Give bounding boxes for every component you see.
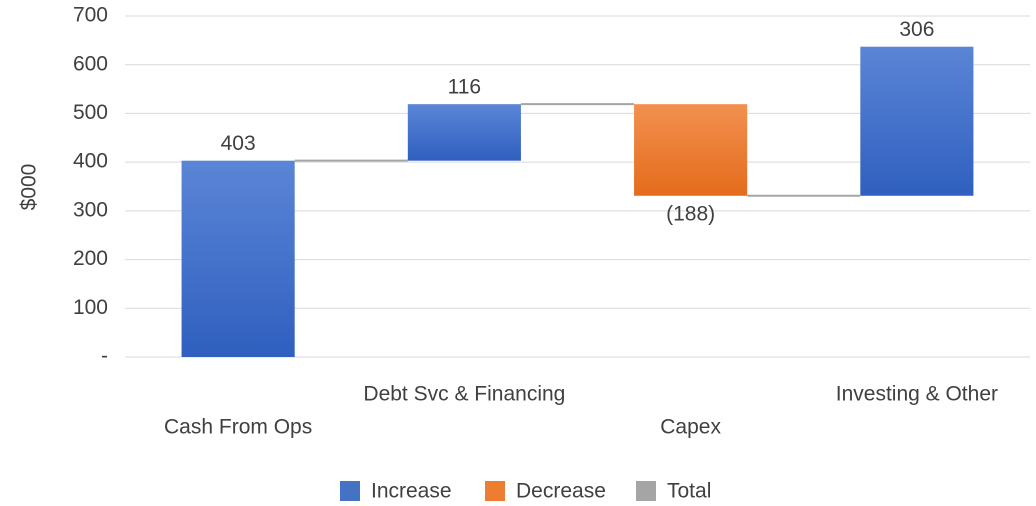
x-tick-label: Debt Svc & Financing: [363, 383, 565, 406]
value-label: 403: [221, 132, 256, 155]
legend-swatch: [340, 481, 360, 501]
legend-swatch: [636, 481, 656, 501]
legend-label: Total: [667, 480, 711, 503]
bar: [407, 104, 521, 161]
x-tick-label: Capex: [660, 416, 721, 439]
bar: [181, 160, 295, 357]
y-tick-label: 700: [73, 4, 108, 27]
value-label: 116: [448, 76, 481, 99]
x-tick-label: Cash From Ops: [164, 416, 312, 439]
value-label: (188): [666, 202, 715, 225]
legend-swatch: [485, 481, 505, 501]
bar: [634, 104, 748, 196]
y-tick-label: -: [101, 345, 108, 368]
legend-label: Decrease: [516, 480, 606, 503]
legend-label: Increase: [371, 480, 452, 503]
x-tick-label: Investing & Other: [836, 383, 998, 406]
bar: [860, 46, 974, 196]
y-tick-label: 100: [73, 296, 108, 319]
value-label: 306: [899, 18, 934, 41]
y-tick-label: 400: [73, 150, 108, 173]
y-tick-label: 300: [73, 198, 108, 221]
y-tick-label: 200: [73, 247, 108, 270]
y-axis-label: $000: [18, 164, 41, 211]
y-tick-label: 500: [73, 101, 108, 124]
y-tick-label: 600: [73, 52, 108, 75]
